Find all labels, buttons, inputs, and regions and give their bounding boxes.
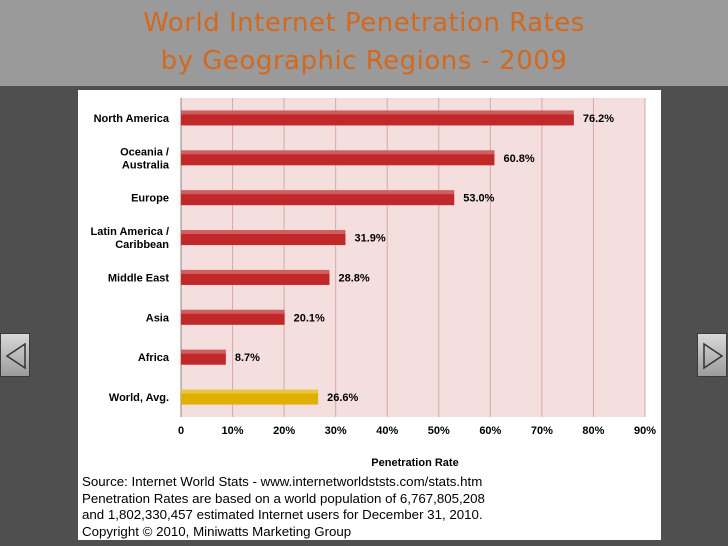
title-band: World Internet Penetration Rates by Geog… — [0, 0, 728, 86]
x-axis-label: Penetration Rate — [371, 457, 458, 469]
bar-highlight — [181, 150, 495, 155]
bar — [181, 269, 330, 285]
bar — [181, 150, 495, 166]
category-label: Africa — [138, 352, 170, 364]
source-line-4: Copyright © 2010, Miniwatts Marketing Gr… — [82, 523, 352, 539]
data-label: 31.9% — [354, 233, 385, 245]
category-label: World, Avg. — [109, 392, 169, 404]
chart-title-line-2: by Geographic Regions - 2009 — [160, 46, 568, 76]
data-label: 28.8% — [338, 272, 369, 284]
triangle-left-icon — [5, 342, 26, 370]
bar — [181, 110, 574, 126]
data-label: 53.0% — [463, 193, 494, 205]
bar-highlight — [181, 309, 285, 314]
bar — [181, 190, 455, 206]
bar — [181, 230, 346, 246]
triangle-right-icon — [703, 342, 724, 370]
previous-slide-button[interactable] — [0, 333, 30, 377]
category-label: Latin America / — [91, 226, 169, 238]
bar-highlight — [181, 269, 330, 274]
category-label: Oceania / — [120, 146, 169, 158]
category-label: Asia — [146, 312, 170, 324]
bar — [181, 349, 226, 365]
x-tick-label: 0 — [178, 425, 184, 437]
chart-title-line-1: World Internet Penetration Rates — [143, 8, 585, 38]
data-label: 76.2% — [583, 113, 614, 125]
category-label: North America — [94, 113, 170, 125]
bar-chart: 0 10% 20% 30% 40% 50% 60% 70% 80% 90% 76.2% North A… — [91, 98, 656, 469]
bar — [181, 309, 285, 325]
plot-area — [181, 98, 645, 417]
x-tick-label: 40% — [376, 425, 398, 437]
data-label: 60.8% — [503, 153, 534, 165]
x-tick-label: 30% — [325, 425, 347, 437]
x-tick-label: 20% — [273, 425, 295, 437]
x-tick-label: 50% — [428, 425, 450, 437]
bar-highlight — [181, 230, 346, 235]
chart-panel: 0 10% 20% 30% 40% 50% 60% 70% 80% 90% 76.2% North A… — [78, 90, 661, 540]
source-line-3: and 1,802,330,457 estimated Internet use… — [82, 507, 483, 522]
x-tick-label: 60% — [479, 425, 501, 437]
source-note: Source: Internet World Stats - www.inter… — [82, 474, 652, 540]
x-tick-label: 70% — [531, 425, 553, 437]
x-tick-label: 80% — [582, 425, 604, 437]
data-label: 26.6% — [327, 392, 358, 404]
x-tick-label: 10% — [222, 425, 244, 437]
bar-highlight — [181, 190, 455, 195]
category-label: Caribbean — [115, 239, 169, 251]
x-tick-label: 90% — [634, 425, 656, 437]
category-label: Middle East — [108, 272, 169, 284]
category-label: Europe — [131, 193, 169, 205]
source-line-1: Source: Internet World Stats - www.inter… — [82, 474, 483, 489]
data-label: 20.1% — [294, 312, 325, 324]
bar-highlight — [181, 110, 574, 115]
category-label: Australia — [122, 159, 170, 171]
data-label: 8.7% — [235, 352, 260, 364]
bar-highlight — [181, 349, 226, 354]
next-slide-button[interactable] — [697, 333, 727, 377]
bar-highlight — [181, 389, 319, 394]
source-line-2: Penetration Rates are based on a world p… — [82, 490, 485, 506]
bar — [181, 389, 319, 405]
